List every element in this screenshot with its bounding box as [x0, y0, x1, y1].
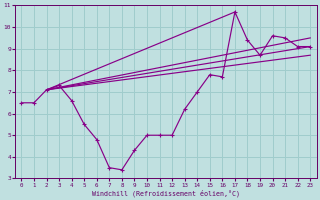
- X-axis label: Windchill (Refroidissement éolien,°C): Windchill (Refroidissement éolien,°C): [92, 189, 240, 197]
